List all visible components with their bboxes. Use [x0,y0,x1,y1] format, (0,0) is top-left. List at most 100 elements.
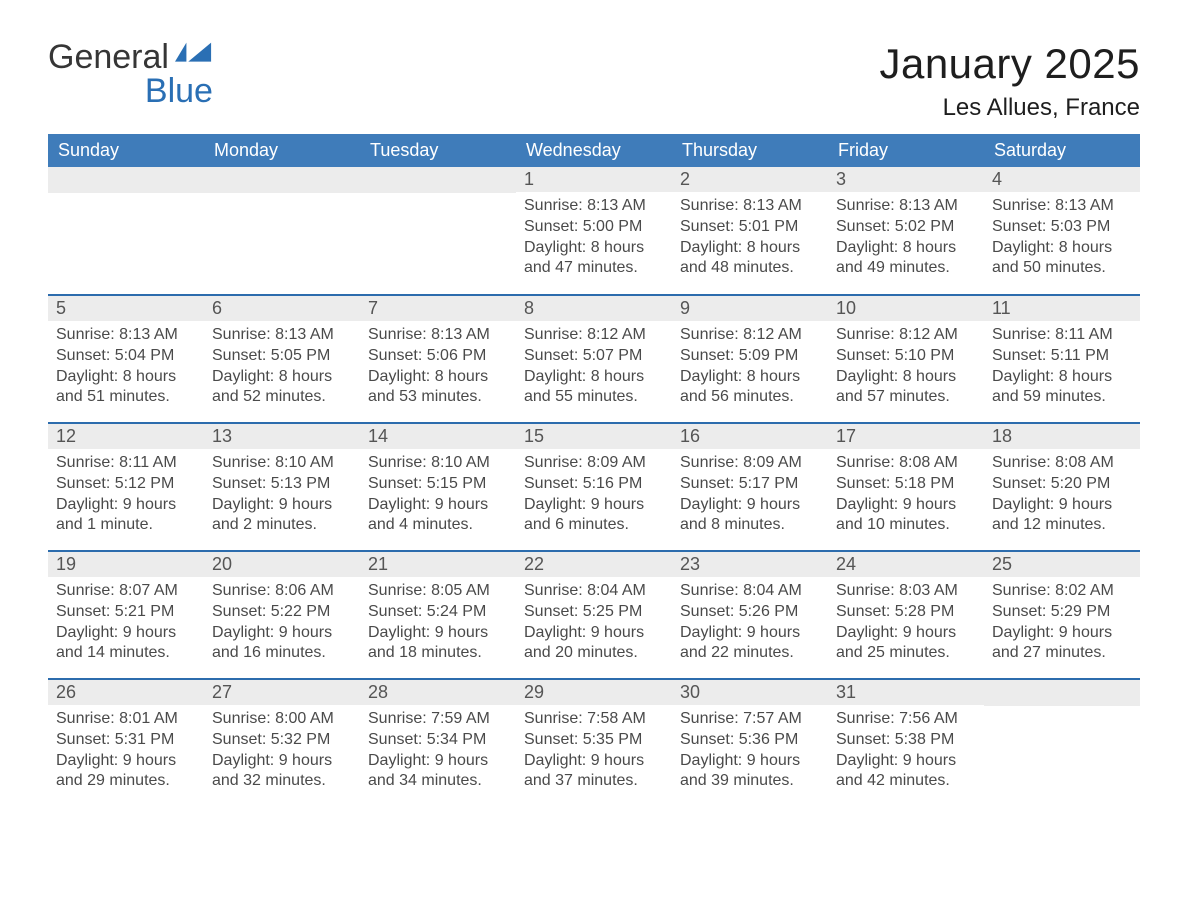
sunrise-text: Sunrise: 8:12 AM [680,325,820,346]
sunrise-text: Sunrise: 8:05 AM [368,581,508,602]
day-body: Sunrise: 8:13 AMSunset: 5:04 PMDaylight:… [48,321,204,416]
sunrise-text: Sunrise: 8:13 AM [524,196,664,217]
logo-word2: Blue [145,74,213,108]
sunset-text: Sunset: 5:09 PM [680,346,820,367]
sunset-text: Sunset: 5:17 PM [680,474,820,495]
sunset-text: Sunset: 5:38 PM [836,730,976,751]
calendar-week: 5Sunrise: 8:13 AMSunset: 5:04 PMDaylight… [48,295,1140,423]
day-number: 25 [984,552,1140,577]
daylight-text: Daylight: 9 hours and 8 minutes. [680,495,820,537]
calendar-cell: 13Sunrise: 8:10 AMSunset: 5:13 PMDayligh… [204,423,360,551]
sunrise-text: Sunrise: 8:13 AM [992,196,1132,217]
daylight-text: Daylight: 9 hours and 29 minutes. [56,751,196,793]
daylight-text: Daylight: 9 hours and 4 minutes. [368,495,508,537]
day-body: Sunrise: 7:56 AMSunset: 5:38 PMDaylight:… [828,705,984,800]
day-body: Sunrise: 7:59 AMSunset: 5:34 PMDaylight:… [360,705,516,800]
weekday-header: Tuesday [360,134,516,167]
sunrise-text: Sunrise: 7:59 AM [368,709,508,730]
sunset-text: Sunset: 5:11 PM [992,346,1132,367]
sunset-text: Sunset: 5:04 PM [56,346,196,367]
calendar-cell: 6Sunrise: 8:13 AMSunset: 5:05 PMDaylight… [204,295,360,423]
sunset-text: Sunset: 5:15 PM [368,474,508,495]
calendar-cell: 1Sunrise: 8:13 AMSunset: 5:00 PMDaylight… [516,167,672,295]
weekday-header: Saturday [984,134,1140,167]
day-number: 26 [48,680,204,705]
daylight-text: Daylight: 9 hours and 10 minutes. [836,495,976,537]
day-body: Sunrise: 8:08 AMSunset: 5:20 PMDaylight:… [984,449,1140,544]
daylight-text: Daylight: 8 hours and 50 minutes. [992,238,1132,280]
daylight-text: Daylight: 9 hours and 20 minutes. [524,623,664,665]
sunrise-text: Sunrise: 8:11 AM [56,453,196,474]
daylight-text: Daylight: 8 hours and 56 minutes. [680,367,820,409]
sunset-text: Sunset: 5:00 PM [524,217,664,238]
sunset-text: Sunset: 5:34 PM [368,730,508,751]
calendar-week: 19Sunrise: 8:07 AMSunset: 5:21 PMDayligh… [48,551,1140,679]
day-number: 16 [672,424,828,449]
day-body: Sunrise: 8:13 AMSunset: 5:01 PMDaylight:… [672,192,828,287]
sunset-text: Sunset: 5:24 PM [368,602,508,623]
sunrise-text: Sunrise: 8:13 AM [212,325,352,346]
sunrise-text: Sunrise: 7:58 AM [524,709,664,730]
daylight-text: Daylight: 9 hours and 1 minute. [56,495,196,537]
sunrise-text: Sunrise: 8:13 AM [368,325,508,346]
day-body: Sunrise: 8:09 AMSunset: 5:16 PMDaylight:… [516,449,672,544]
day-body: Sunrise: 8:12 AMSunset: 5:09 PMDaylight:… [672,321,828,416]
sunset-text: Sunset: 5:07 PM [524,346,664,367]
day-body: Sunrise: 8:09 AMSunset: 5:17 PMDaylight:… [672,449,828,544]
sunrise-text: Sunrise: 7:56 AM [836,709,976,730]
weekday-header: Sunday [48,134,204,167]
sunrise-text: Sunrise: 8:13 AM [680,196,820,217]
calendar-cell: 25Sunrise: 8:02 AMSunset: 5:29 PMDayligh… [984,551,1140,679]
calendar-cell: 21 Sunrise: 8:05 AMSunset: 5:24 PMDayligh… [360,551,516,679]
logo-flag-icon [173,40,213,74]
sunrise-text: Sunrise: 8:12 AM [524,325,664,346]
sunrise-text: Sunrise: 8:02 AM [992,581,1132,602]
day-body: Sunrise: 8:00 AMSunset: 5:32 PMDaylight:… [204,705,360,800]
sunset-text: Sunset: 5:02 PM [836,217,976,238]
day-body: Sunrise: 8:01 AMSunset: 5:31 PMDaylight:… [48,705,204,800]
day-number: 17 [828,424,984,449]
daylight-text: Daylight: 8 hours and 47 minutes. [524,238,664,280]
day-body: Sunrise: 8:11 AMSunset: 5:11 PMDaylight:… [984,321,1140,416]
calendar-cell: 16Sunrise: 8:09 AMSunset: 5:17 PMDayligh… [672,423,828,551]
daylight-text: Daylight: 9 hours and 32 minutes. [212,751,352,793]
calendar-cell: 17Sunrise: 8:08 AMSunset: 5:18 PMDayligh… [828,423,984,551]
sunset-text: Sunset: 5:16 PM [524,474,664,495]
calendar-cell: 12Sunrise: 8:11 AMSunset: 5:12 PMDayligh… [48,423,204,551]
calendar-cell [204,167,360,295]
title-location: Les Allues, France [879,94,1140,122]
day-body: Sunrise: 8:13 AMSunset: 5:02 PMDaylight:… [828,192,984,287]
day-number: 6 [204,296,360,321]
daylight-text: Daylight: 9 hours and 2 minutes. [212,495,352,537]
daylight-text: Daylight: 8 hours and 51 minutes. [56,367,196,409]
calendar-cell: 15Sunrise: 8:09 AMSunset: 5:16 PMDayligh… [516,423,672,551]
day-number [360,167,516,193]
day-body: Sunrise: 8:11 AMSunset: 5:12 PMDaylight:… [48,449,204,544]
sunset-text: Sunset: 5:06 PM [368,346,508,367]
sunrise-text: Sunrise: 8:12 AM [836,325,976,346]
daylight-text: Daylight: 9 hours and 16 minutes. [212,623,352,665]
day-body: Sunrise: 8:10 AMSunset: 5:13 PMDaylight:… [204,449,360,544]
calendar-cell: 14Sunrise: 8:10 AMSunset: 5:15 PMDayligh… [360,423,516,551]
daylight-text: Daylight: 9 hours and 42 minutes. [836,751,976,793]
sunrise-text: Sunrise: 8:00 AM [212,709,352,730]
daylight-text: Daylight: 8 hours and 53 minutes. [368,367,508,409]
day-number: 21 [360,552,516,577]
sunrise-text: Sunrise: 8:13 AM [56,325,196,346]
calendar-week: 1Sunrise: 8:13 AMSunset: 5:00 PMDaylight… [48,167,1140,295]
sunrise-text: Sunrise: 8:08 AM [836,453,976,474]
daylight-text: Daylight: 9 hours and 18 minutes. [368,623,508,665]
sunset-text: Sunset: 5:05 PM [212,346,352,367]
day-body: Sunrise: 8:13 AMSunset: 5:05 PMDaylight:… [204,321,360,416]
weekday-header: Thursday [672,134,828,167]
calendar-cell: 31Sunrise: 7:56 AMSunset: 5:38 PMDayligh… [828,679,984,807]
daylight-text: Daylight: 9 hours and 22 minutes. [680,623,820,665]
weekday-header: Monday [204,134,360,167]
day-body: Sunrise: 8:12 AMSunset: 5:10 PMDaylight:… [828,321,984,416]
day-number: 19 [48,552,204,577]
day-number [204,167,360,193]
daylight-text: Daylight: 9 hours and 27 minutes. [992,623,1132,665]
day-body: Sunrise: 7:57 AMSunset: 5:36 PMDaylight:… [672,705,828,800]
daylight-text: Daylight: 8 hours and 59 minutes. [992,367,1132,409]
sunset-text: Sunset: 5:28 PM [836,602,976,623]
